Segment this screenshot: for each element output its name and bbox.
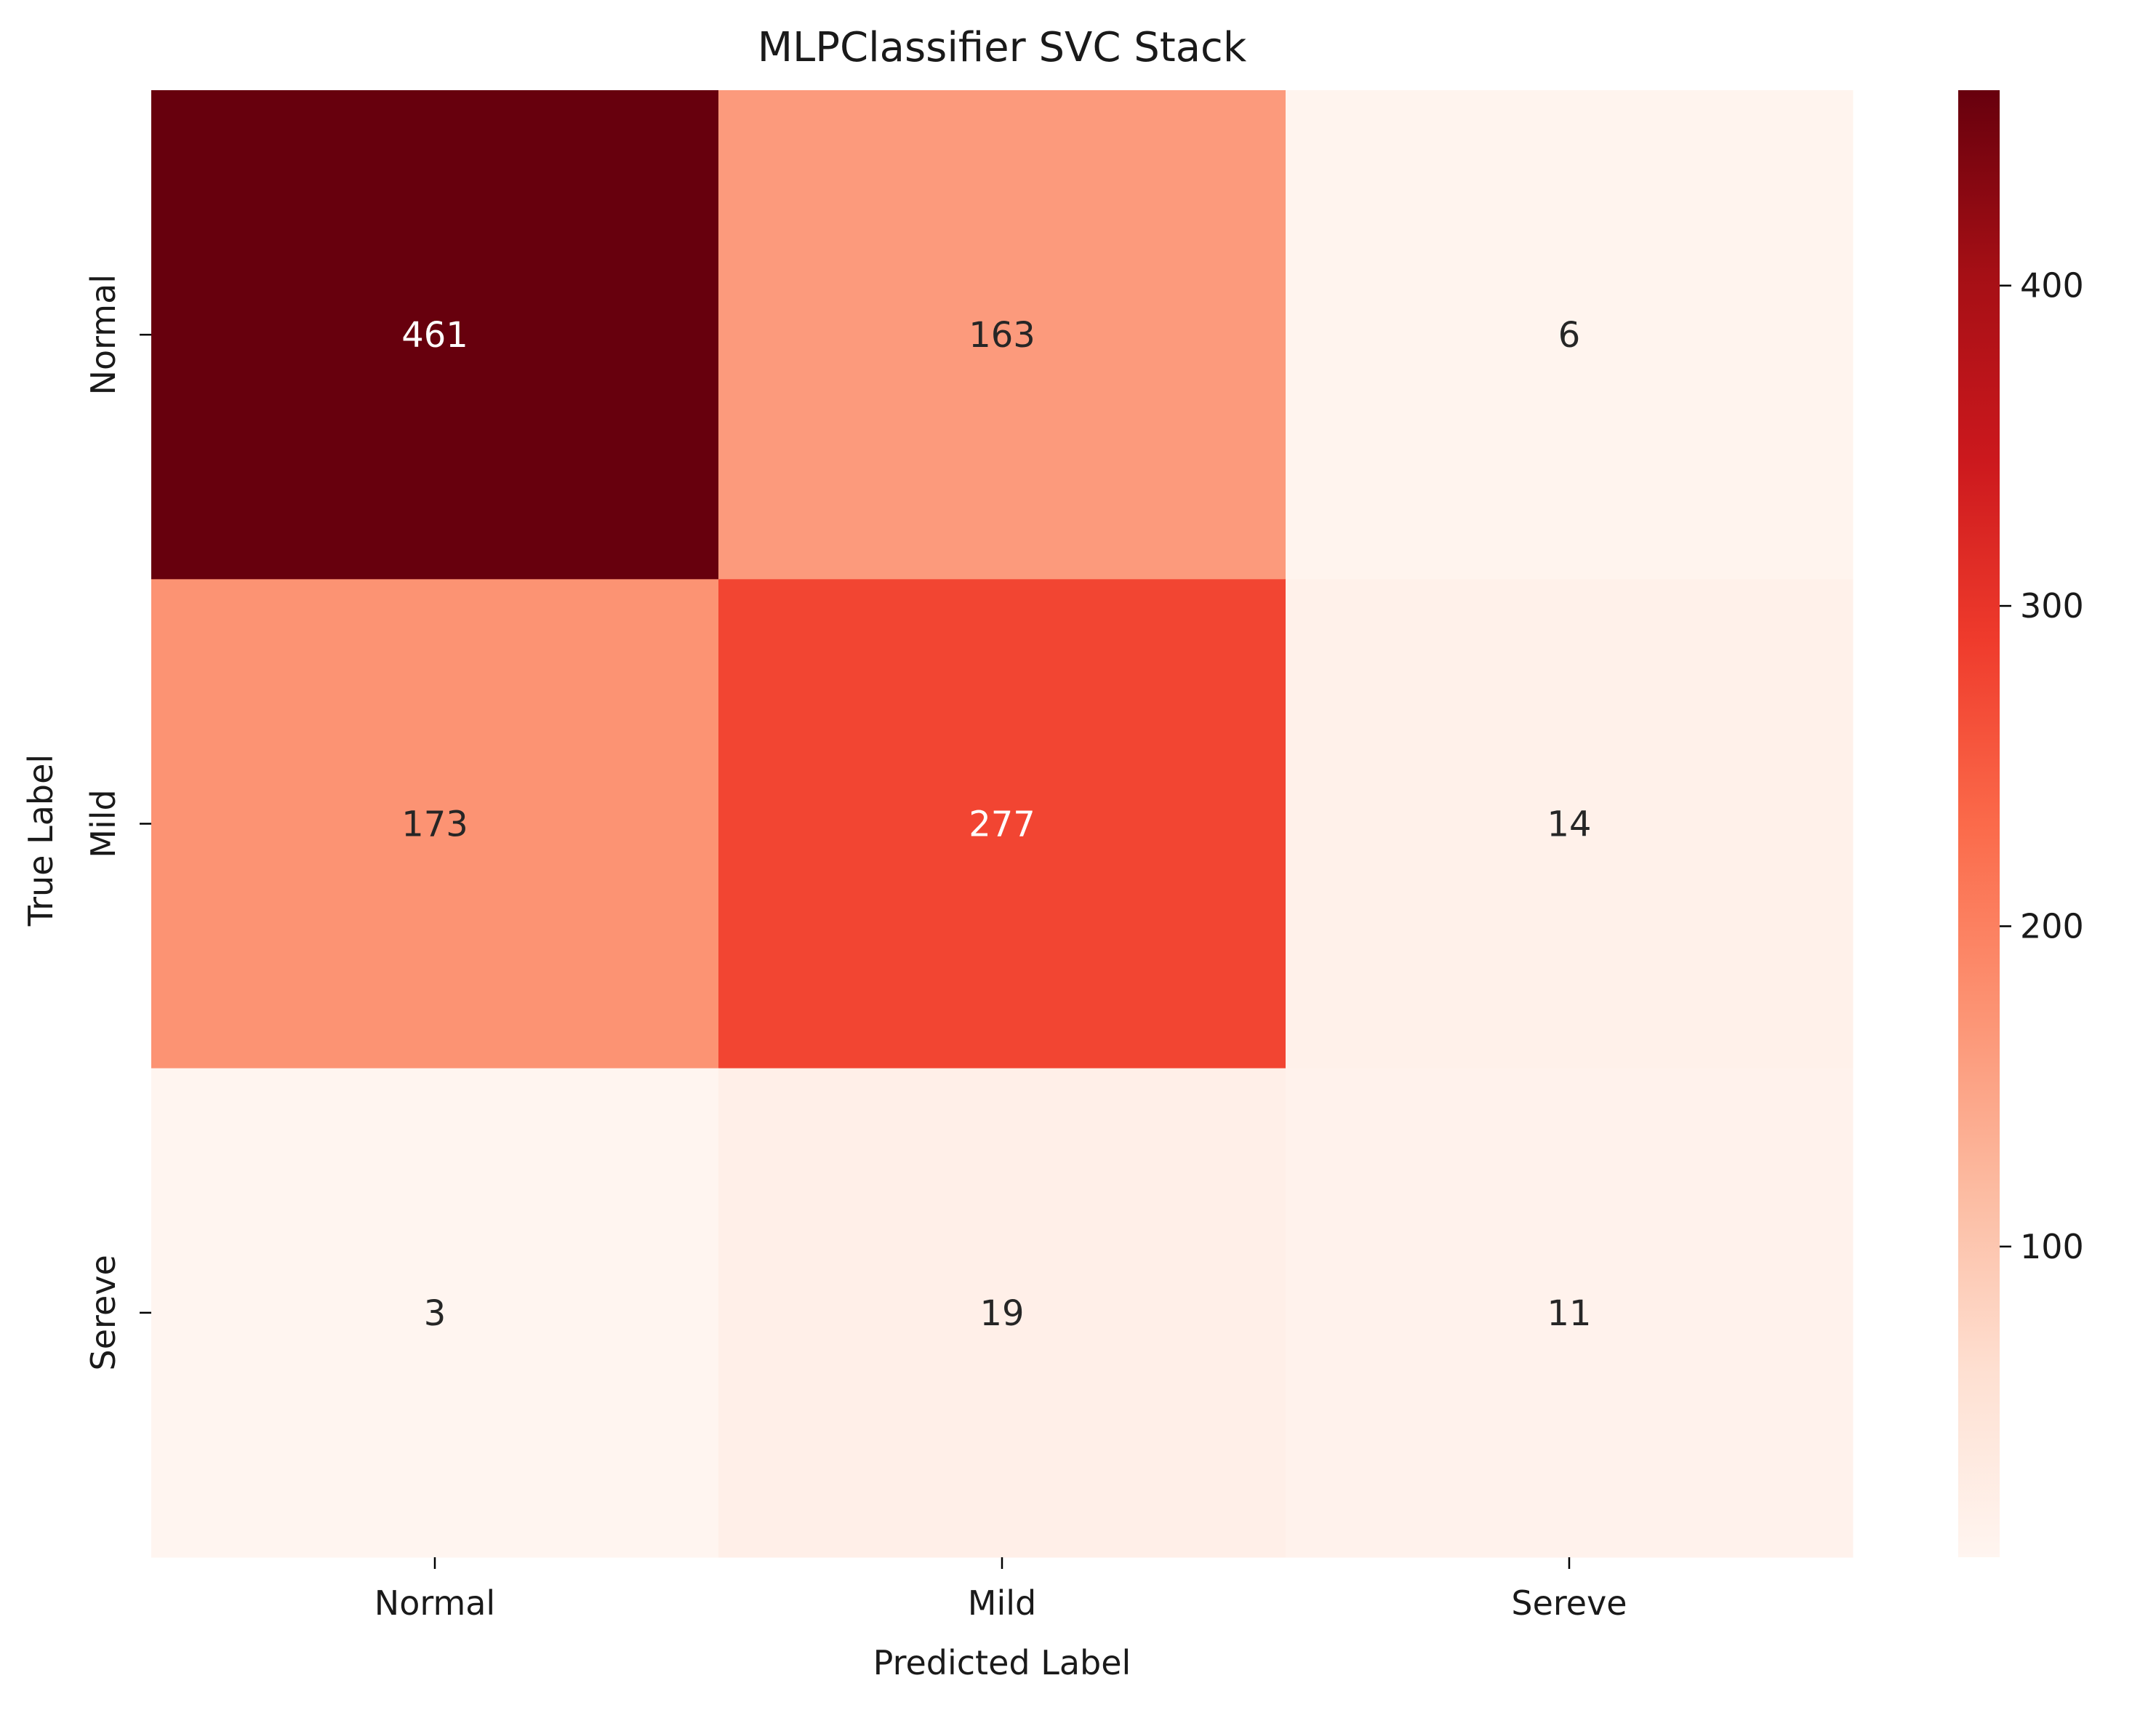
heatmap-cell [151,579,719,1069]
cell-value-label: 14 [1547,804,1591,845]
x-tick-label: Sereve [1511,1583,1627,1623]
colorbar-tick-label: 400 [2020,266,2084,305]
y-tick-label: Mild [84,789,123,858]
y-tick-label: Normal [84,274,123,395]
heatmap-cells [151,90,1854,1558]
heatmap-cell [718,1068,1286,1558]
cell-value-label: 3 [424,1293,446,1334]
y-axis-ticks: Normal Mild Sereve [84,274,151,1370]
cell-value-label: 277 [969,804,1035,845]
heatmap-cell [718,579,1286,1069]
x-axis-ticks: Normal Mild Sereve [374,1557,1627,1623]
x-tick-label: Mild [968,1583,1036,1623]
colorbar [1958,90,2000,1557]
x-axis-label: Predicted Label [873,1643,1131,1682]
heatmap-cell [718,90,1286,580]
cell-value-label: 461 [401,315,468,356]
colorbar-tick-label: 100 [2020,1227,2084,1266]
heatmap-cell-labels: 461 163 6 173 277 14 3 19 11 [401,315,1591,1334]
heatmap-cell [1286,579,1854,1069]
colorbar-ticks: 100 200 300 400 [2000,266,2084,1266]
heatmap-cell [1286,90,1854,580]
cell-value-label: 173 [401,804,468,845]
colorbar-tick-label: 300 [2020,586,2084,626]
cell-value-label: 11 [1547,1293,1591,1334]
cell-value-label: 163 [969,315,1035,356]
x-tick-label: Normal [374,1583,495,1623]
y-axis-label: True Label [21,754,60,927]
y-tick-label: Sereve [84,1255,123,1370]
cell-value-label: 19 [979,1293,1024,1334]
cell-value-label: 6 [1558,315,1581,356]
heatmap-cell [151,90,719,580]
heatmap-cell [151,1068,719,1558]
chart-title: MLPClassifier SVC Stack [758,24,1247,71]
colorbar-tick-label: 200 [2020,906,2084,946]
heatmap-cell [1286,1068,1854,1558]
